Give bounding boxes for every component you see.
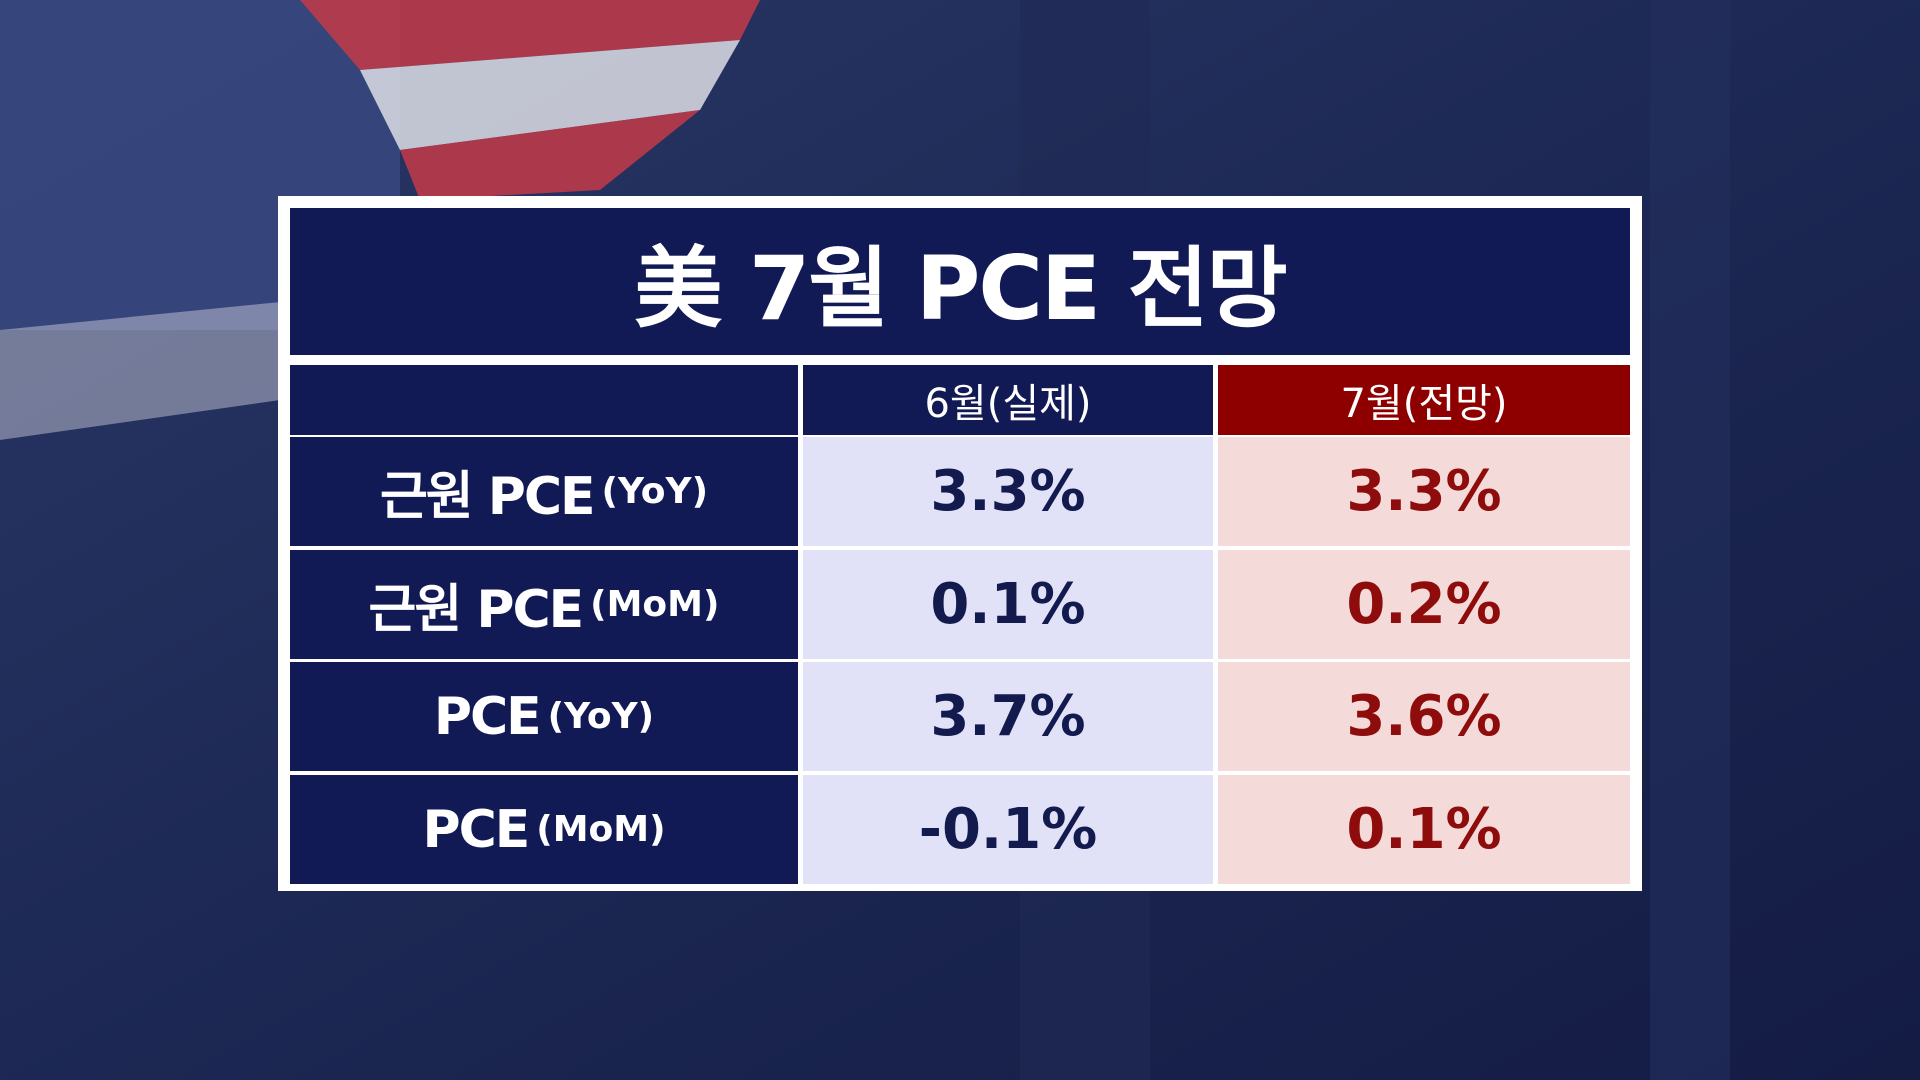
header-empty (290, 365, 798, 435)
row-label: PCE (YoY) (290, 662, 798, 771)
table-panel: 美 7월 PCE 전망 6월(실제) 7월(전망) 근원 PCE (YoY) 3.3… (278, 196, 1642, 891)
row-label-main: 근원 PCE (368, 580, 585, 640)
forecast-value: 3.3% (1218, 437, 1630, 546)
row-label: PCE (MoM) (290, 775, 798, 884)
actual-value: 0.1% (803, 550, 1213, 659)
row-label-main: PCE (433, 686, 542, 747)
forecast-value: 0.1% (1218, 775, 1630, 884)
forecast-value: 3.6% (1218, 662, 1630, 771)
title: 美 7월 PCE 전망 (290, 208, 1630, 355)
actual-value: 3.7% (803, 662, 1213, 771)
row-label-main: 근원 PCE (379, 467, 596, 527)
row-label-sub: (MoM) (536, 809, 666, 850)
row-label-sub: (MoM) (590, 584, 720, 625)
actual-value: -0.1% (803, 775, 1213, 884)
row-label-sub: (YoY) (547, 696, 655, 737)
row-label-main: PCE (422, 799, 530, 860)
actual-value: 3.3% (803, 437, 1213, 546)
column-header: 7월(전망) (1218, 365, 1630, 435)
row-label: 근원 PCE (YoY) (290, 437, 798, 546)
row-label-sub: (YoY) (601, 471, 709, 512)
column-header: 6월(실제) (803, 365, 1213, 435)
row-label: 근원 PCE (MoM) (290, 550, 798, 659)
forecast-value: 0.2% (1218, 550, 1630, 659)
